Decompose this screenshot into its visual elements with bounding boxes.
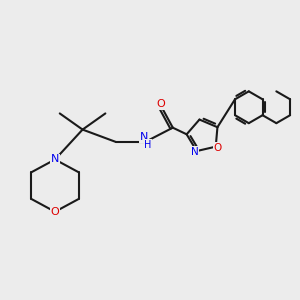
- Text: O: O: [156, 99, 165, 109]
- Text: N: N: [51, 154, 59, 164]
- Text: O: O: [214, 142, 222, 153]
- Text: N: N: [191, 147, 199, 157]
- Text: N: N: [140, 132, 148, 142]
- Text: O: O: [51, 207, 59, 217]
- Text: H: H: [144, 140, 152, 150]
